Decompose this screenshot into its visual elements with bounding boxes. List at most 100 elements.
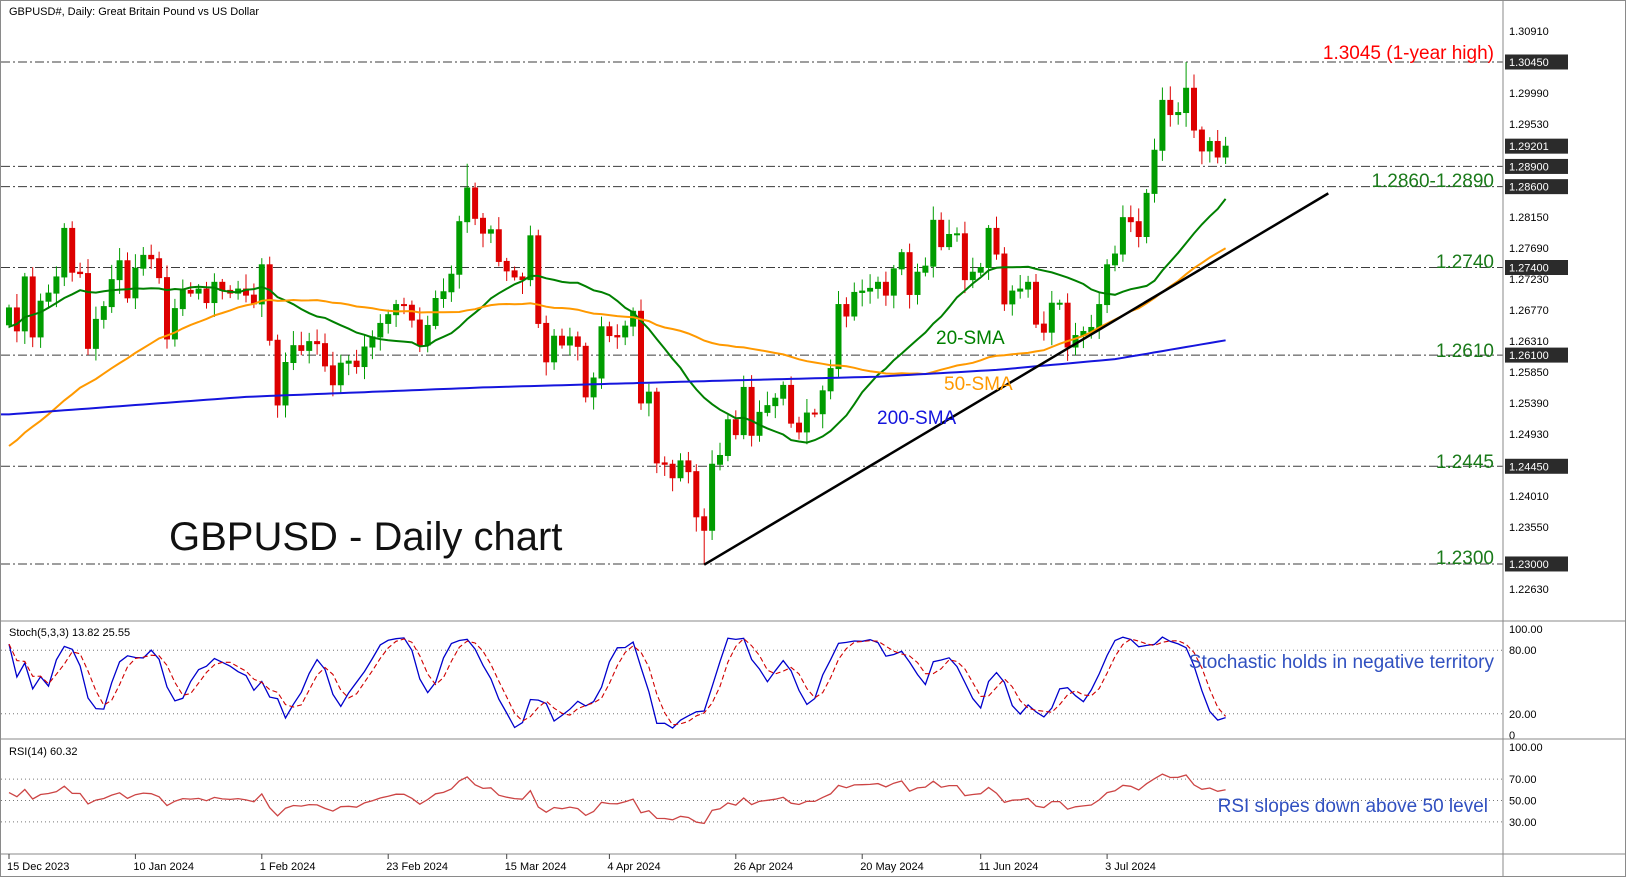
price-axis-tick: 1.26310 [1509, 336, 1549, 348]
candle-body [424, 324, 431, 346]
candle-body [606, 326, 613, 337]
time-axis-label: 3 Jul 2024 [1105, 861, 1156, 873]
candle-body [811, 412, 818, 415]
sma20-line [8, 198, 1227, 444]
candle-body [416, 319, 423, 346]
candle-body [882, 281, 889, 296]
candle-body [669, 463, 676, 479]
time-axis-label: 1 Feb 2024 [260, 861, 316, 873]
candle-body [1017, 288, 1024, 292]
candle-body [559, 335, 565, 346]
candle-body [337, 362, 344, 386]
candle-body [511, 270, 518, 278]
candle-body [353, 360, 360, 368]
price-axis-tick: 1.24010 [1509, 491, 1549, 503]
candle-body [29, 276, 36, 338]
rsi-line [8, 773, 1226, 825]
candle-body [448, 273, 455, 293]
sma200-line [1, 339, 1226, 416]
current-price-label-bg [1505, 138, 1568, 154]
candle-body [732, 419, 739, 436]
candle-body [345, 360, 352, 364]
candle-body [875, 281, 881, 289]
candle-body [69, 227, 76, 273]
candle-body [1033, 281, 1039, 325]
candle-body [574, 336, 581, 347]
stoch-axis-label: 0 [1509, 730, 1515, 742]
time-axis-label: 23 Feb 2024 [386, 861, 448, 873]
candle-body [622, 325, 629, 338]
candle-body [1025, 281, 1032, 290]
time-axis-label: 20 May 2024 [860, 861, 924, 873]
candle-body [859, 290, 866, 293]
level-price-label: 1.28900 [1509, 161, 1549, 173]
price-axis-tick: 1.24930 [1509, 429, 1549, 441]
candle-body [282, 362, 289, 406]
level-price-label: 1.23000 [1509, 559, 1549, 571]
rsi-axis-label: 50.00 [1509, 796, 1537, 808]
candle-body [1198, 129, 1205, 152]
candle-body [85, 273, 91, 349]
candle-body [1159, 99, 1166, 151]
candle-body [938, 219, 945, 248]
candle-body [788, 384, 795, 424]
candle-body [179, 289, 186, 310]
candle-body [124, 260, 131, 299]
candle-body [1112, 253, 1118, 266]
candle-body [969, 271, 976, 281]
price-axis-tick: 1.23550 [1509, 522, 1549, 534]
level-price-label-bg [1505, 179, 1568, 195]
level-price-label-bg [1505, 260, 1568, 276]
candle-body [527, 235, 534, 281]
candle-body [408, 304, 415, 321]
candle-body [867, 287, 874, 292]
candle-body [566, 336, 573, 346]
candle-body [543, 322, 550, 363]
stoch-axis-label: 20.00 [1509, 709, 1537, 721]
candle-body [440, 291, 447, 299]
price-axis-tick: 1.29530 [1509, 119, 1549, 131]
candle-body [693, 471, 700, 518]
candle-body [590, 377, 597, 398]
candle-body [1048, 302, 1055, 333]
candle-body [724, 419, 731, 456]
candle-body [77, 271, 84, 275]
candle-body [298, 345, 305, 351]
rsi-axis-label: 30.00 [1509, 817, 1537, 829]
rsi-axis-label: 100.00 [1509, 742, 1543, 754]
candle-body [914, 271, 921, 295]
candle-body [851, 291, 858, 317]
candle-body [1096, 304, 1103, 328]
price-axis-tick: 1.27690 [1509, 243, 1549, 255]
candle-body [495, 229, 502, 262]
time-axis-label: 26 Apr 2024 [734, 861, 793, 873]
price-axis-tick: 1.25850 [1509, 367, 1549, 379]
candle-body [1222, 145, 1229, 158]
candle-body [171, 308, 178, 340]
candle-body [377, 322, 384, 338]
time-axis-label: 11 Jun 2024 [979, 861, 1039, 873]
candle-body [13, 307, 20, 332]
candle-body [701, 516, 708, 531]
candle-body [274, 339, 281, 406]
candle-body [985, 227, 992, 269]
candle-body [740, 386, 747, 436]
candle-body [685, 460, 692, 473]
level-price-label-bg [1505, 458, 1568, 474]
candle-body [661, 462, 668, 465]
candle-body [582, 345, 589, 398]
level-price-label-bg [1505, 54, 1568, 70]
candle-body [748, 386, 755, 436]
candle-body [156, 258, 163, 279]
candle-body [1127, 217, 1134, 223]
price-axis-tick: 1.27230 [1509, 274, 1549, 286]
candle-body [843, 304, 850, 317]
time-axis-label: 10 Jan 2024 [133, 861, 194, 873]
candle-body [385, 314, 392, 324]
candle-body [819, 390, 826, 415]
candle-body [100, 306, 107, 320]
candle-body [1167, 99, 1174, 116]
level-price-label: 1.26100 [1509, 350, 1549, 362]
level-price-label-bg [1505, 158, 1568, 174]
